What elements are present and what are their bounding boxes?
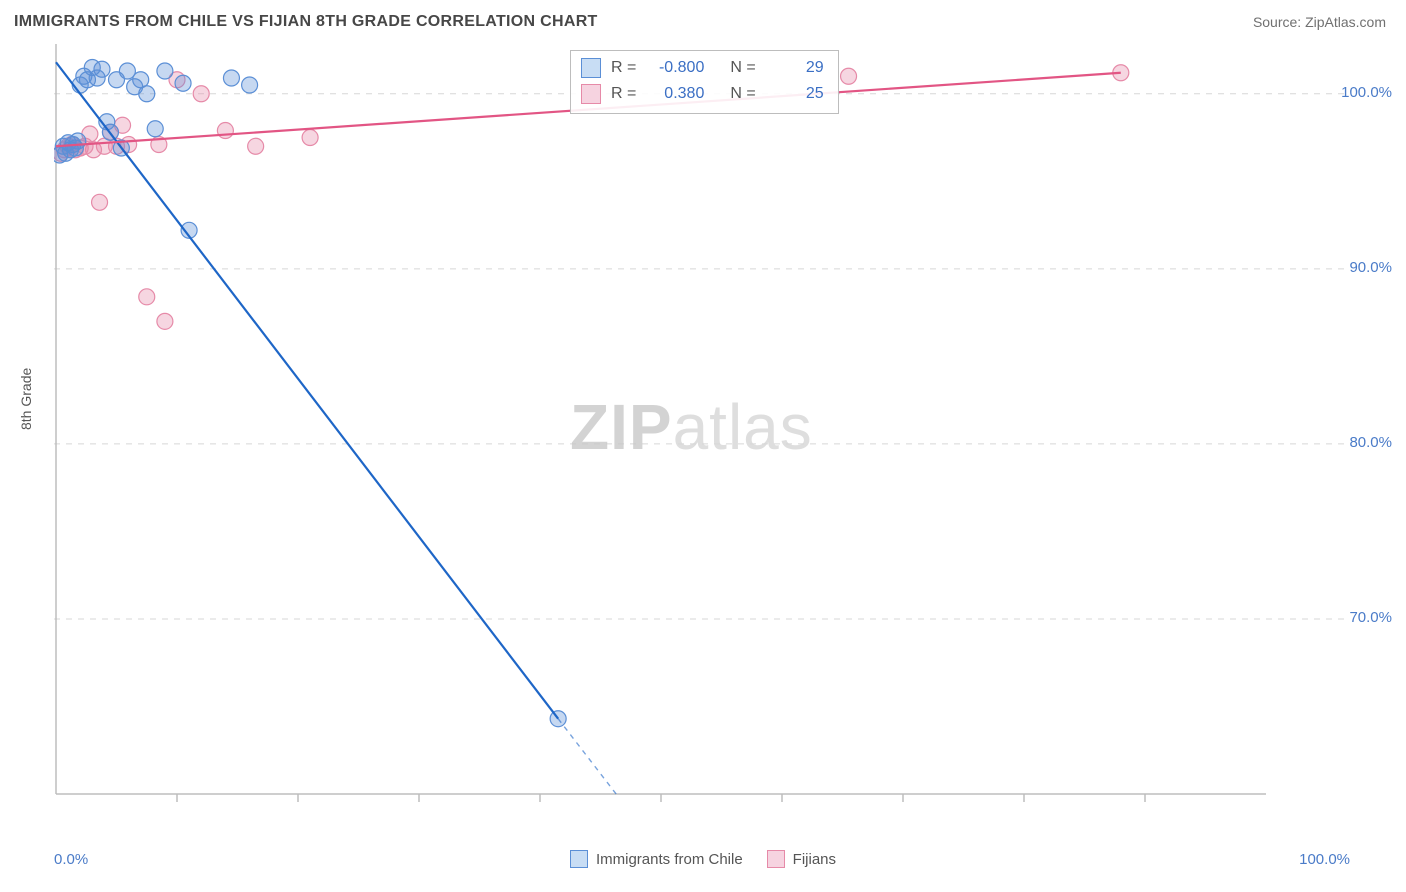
y-tick-label: 70.0% bbox=[1349, 609, 1392, 626]
watermark: ZIPatlas bbox=[570, 390, 813, 464]
stats-row-series-2: R = 0.380 N = 25 bbox=[581, 81, 824, 107]
legend-swatch-2 bbox=[767, 850, 785, 868]
source-label: Source: ZipAtlas.com bbox=[1253, 14, 1386, 30]
legend-item-series-2: Fijians bbox=[767, 850, 836, 868]
legend-swatch-1 bbox=[570, 850, 588, 868]
swatch-series-1 bbox=[581, 58, 601, 78]
stats-row-series-1: R = -0.800 N = 29 bbox=[581, 55, 824, 81]
y-tick-label: 80.0% bbox=[1349, 434, 1392, 451]
legend-item-series-1: Immigrants from Chile bbox=[570, 850, 743, 868]
legend-bottom: Immigrants from Chile Fijians bbox=[0, 850, 1406, 868]
y-tick-label: 100.0% bbox=[1341, 84, 1392, 101]
swatch-series-2 bbox=[581, 84, 601, 104]
y-tick-label: 90.0% bbox=[1349, 259, 1392, 276]
correlation-stats-box: R = -0.800 N = 29 R = 0.380 N = 25 bbox=[570, 50, 839, 114]
y-axis-label: 8th Grade bbox=[18, 368, 34, 430]
page-title: IMMIGRANTS FROM CHILE VS FIJIAN 8TH GRAD… bbox=[14, 13, 598, 31]
